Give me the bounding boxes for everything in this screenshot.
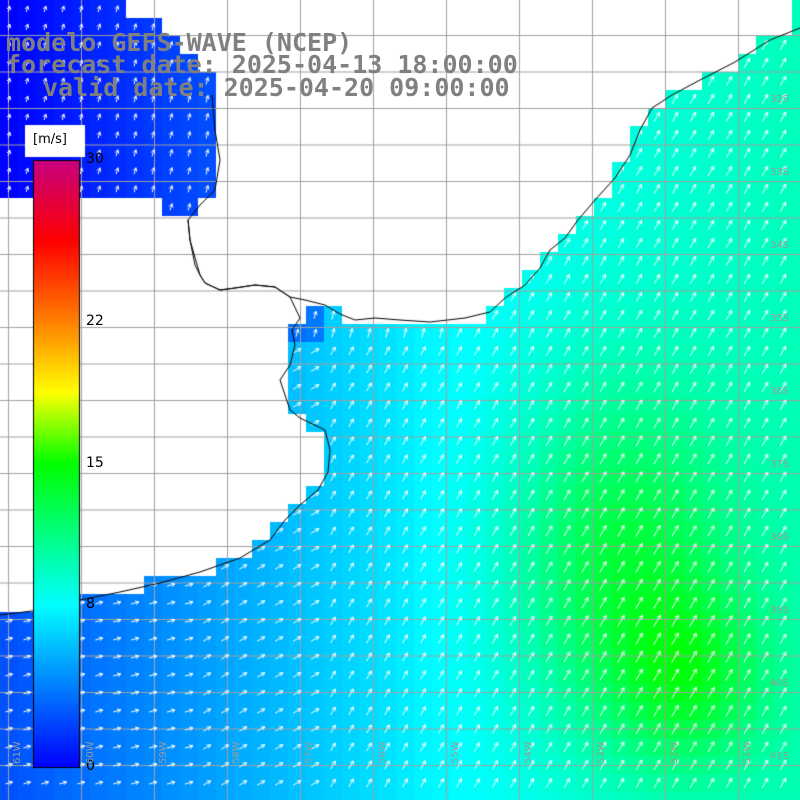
longitude-label: 61W	[12, 741, 23, 764]
colorbar-tick-label: 22	[86, 312, 104, 329]
latitude-label: 39S	[770, 605, 790, 616]
colorbar-units: [m/s]	[33, 132, 67, 147]
latitude-label: 36S	[770, 386, 790, 397]
colorbar-tick-label: 8	[86, 596, 95, 613]
latitude-label: 33S	[770, 167, 790, 178]
model-title: modelo GEFS-WAVE (NCEP)	[6, 28, 353, 57]
longitude-label: 52W	[669, 741, 680, 764]
colorbar-tick-label: 30	[86, 151, 104, 167]
latitude-label: 37S	[770, 459, 790, 470]
longitude-label: 57W	[304, 741, 315, 764]
longitude-label: 51W	[742, 741, 753, 764]
longitude-label: 53W	[596, 741, 607, 764]
longitude-label: 55W	[450, 741, 461, 764]
latitude-label: 32S	[770, 94, 790, 105]
latitude-label: 34S	[770, 240, 790, 251]
longitude-label: 56W	[377, 741, 388, 764]
colorbar-tick-label: 0	[86, 758, 95, 774]
forecast-date: forecast date: 2025-04-13 18:00:00	[6, 50, 518, 79]
longitude-label: 54W	[523, 741, 534, 764]
latitude-label: 41S	[770, 751, 790, 762]
valid-date: valid date: 2025-04-20 09:00:00	[43, 73, 510, 102]
latitude-label: 35S	[770, 313, 790, 324]
latitude-label: 38S	[770, 532, 790, 543]
longitude-label: 60W	[85, 741, 96, 764]
colorbar-tick-label: 15	[86, 454, 104, 471]
longitude-label: 58W	[231, 741, 242, 764]
latitude-label: 40S	[770, 678, 790, 689]
longitude-label: 59W	[158, 741, 169, 764]
